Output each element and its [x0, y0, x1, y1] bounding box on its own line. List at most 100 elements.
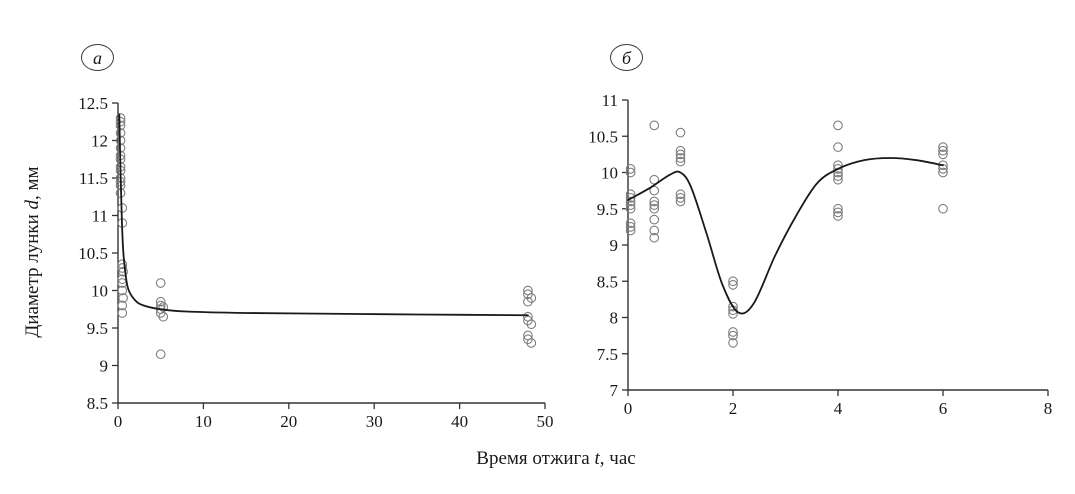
y-tick-label: 9.5	[597, 200, 618, 219]
data-point	[728, 276, 738, 287]
y-tick-label: 12.5	[78, 94, 108, 113]
data-point	[675, 145, 686, 156]
x-axis-label-text: Время отжига	[476, 448, 595, 469]
x-tick-label: 0	[114, 412, 123, 431]
y-tick-label: 10	[601, 164, 618, 183]
data-point	[118, 293, 128, 303]
x-tick-label: 6	[939, 399, 948, 418]
data-point	[649, 225, 660, 236]
data-point	[833, 164, 843, 174]
x-tick-label: 2	[729, 399, 738, 418]
data-point	[526, 338, 537, 348]
data-point	[938, 142, 948, 152]
data-point	[649, 185, 660, 196]
data-point	[625, 203, 636, 214]
data-point	[833, 142, 843, 152]
data-point	[938, 145, 948, 156]
y-axis-label: Диаметр лунки d, мм	[22, 166, 44, 337]
y-tick-label: 11	[602, 91, 618, 110]
data-point	[523, 296, 533, 307]
x-tick-label: 30	[366, 412, 383, 431]
data-point	[675, 156, 686, 167]
data-point	[625, 222, 636, 232]
data-point	[625, 218, 636, 229]
data-point	[155, 278, 166, 288]
y-axis-label-variable: d	[22, 199, 43, 210]
data-point	[526, 319, 537, 330]
data-point	[155, 349, 166, 360]
y-tick-label: 10.5	[78, 244, 108, 263]
y-tick-label: 7.5	[597, 345, 618, 364]
panel-a-label: а	[93, 47, 102, 68]
data-point	[115, 116, 126, 127]
y-tick-label: 7	[610, 381, 619, 400]
data-point	[155, 296, 166, 307]
data-point	[649, 120, 660, 131]
data-point	[728, 301, 738, 312]
data-point	[675, 149, 686, 160]
data-point	[118, 266, 128, 277]
data-point	[649, 214, 660, 225]
data-point	[625, 164, 636, 174]
data-point	[675, 153, 686, 163]
data-point	[675, 189, 686, 200]
data-point	[728, 338, 738, 348]
data-point	[938, 167, 948, 178]
y-tick-label: 9	[610, 236, 619, 255]
x-tick-label: 40	[451, 412, 468, 431]
data-point	[675, 127, 686, 138]
x-tick-label: 10	[195, 412, 212, 431]
fit-curve	[627, 157, 944, 315]
data-point	[625, 225, 636, 236]
y-tick-label: 8.5	[87, 394, 108, 413]
axis-line	[117, 103, 545, 404]
data-point	[625, 196, 636, 207]
data-point	[117, 285, 128, 296]
y-tick-label: 9.5	[87, 319, 108, 338]
data-point	[117, 263, 128, 273]
data-point	[158, 311, 169, 322]
data-point	[117, 259, 128, 270]
data-point	[833, 203, 843, 214]
data-point	[833, 207, 843, 218]
data-point	[728, 327, 738, 337]
x-tick-label: 4	[834, 399, 843, 418]
data-point	[649, 200, 660, 210]
data-point	[675, 193, 686, 203]
data-point	[833, 171, 843, 181]
data-point	[625, 193, 636, 203]
data-point	[833, 211, 843, 221]
data-point	[833, 120, 843, 131]
data-point	[115, 113, 126, 123]
panel-b-label: б	[621, 47, 632, 68]
data-point	[625, 200, 636, 210]
y-tick-label: 11	[92, 207, 108, 226]
data-point	[649, 196, 660, 207]
data-point	[649, 232, 660, 243]
x-tick-label: 20	[280, 412, 297, 431]
data-point	[117, 300, 128, 311]
x-tick-label: 50	[537, 412, 554, 431]
data-point	[728, 280, 738, 290]
x-tick-label: 0	[624, 399, 633, 418]
data-point	[675, 196, 686, 207]
x-axis-label-variable: t	[594, 448, 600, 469]
y-tick-label: 10.5	[588, 127, 618, 146]
y-axis-label-text: Диаметр лунки	[22, 209, 43, 338]
y-tick-label: 9	[100, 357, 109, 376]
y-tick-label: 11.5	[79, 169, 108, 188]
panel-a-badge: а	[81, 44, 114, 71]
axis-line	[627, 100, 1048, 391]
data-point	[649, 203, 660, 214]
data-point	[728, 330, 738, 341]
y-axis-label-units: , мм	[22, 166, 43, 200]
y-tick-label: 8	[610, 309, 619, 328]
data-point	[728, 309, 738, 319]
y-tick-label: 12	[91, 132, 108, 151]
data-point	[938, 149, 948, 160]
data-point	[115, 120, 126, 131]
x-tick-label: 8	[1044, 399, 1053, 418]
data-point	[625, 167, 636, 178]
